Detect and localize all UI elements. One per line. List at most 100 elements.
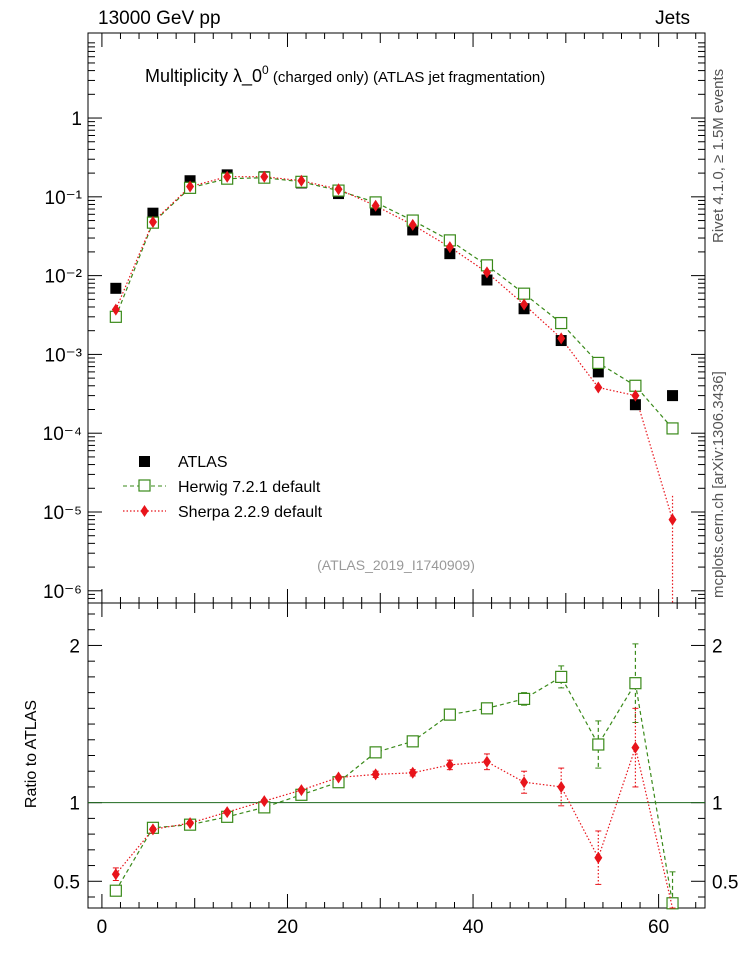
main-point-sherpa: [148, 215, 157, 228]
energy-label: 13000 GeV pp: [98, 8, 221, 29]
ratio-y-tick-label-left: 2: [69, 636, 80, 657]
main-point-herwig: [555, 316, 568, 330]
main-y-tick-label: 10⁻⁴: [43, 424, 82, 445]
main-point-sherpa: [668, 513, 677, 526]
ratio-point-herwig: [406, 735, 419, 748]
main-x-axis: [101, 33, 697, 603]
ratio-point-herwig: [629, 677, 642, 690]
legend-label-herwig: Herwig 7.2.1 default: [178, 479, 321, 496]
main-y-tick-label: 10⁻³: [45, 345, 83, 366]
ratio-point-herwig: [480, 702, 494, 715]
ratio-point-sherpa: [297, 784, 306, 797]
main-point-sherpa: [186, 180, 195, 193]
ratio-point-herwig: [592, 738, 605, 751]
main-series-layer: [109, 169, 679, 603]
ratio-line-sherpa: [115, 745, 674, 909]
ratio-y-axis: 0.5 0.5 1 1 2 2: [54, 613, 738, 898]
ratio-point-sherpa: [334, 771, 343, 784]
main-point-atlas: [592, 366, 604, 378]
ratio-point-sherpa: [408, 766, 417, 779]
ratio-ylabel: Ratio to ATLAS: [23, 700, 40, 808]
main-point-atlas: [110, 282, 122, 294]
legend-marker-atlas: [139, 456, 150, 467]
main-y-tick-label: 1: [71, 109, 82, 130]
main-point-sherpa: [223, 170, 232, 183]
main-y-tick-label: 10⁻²: [45, 267, 83, 288]
legend: ATLAS Herwig 7.2.1 default Sherpa 2.2.9 …: [123, 454, 323, 521]
ratio-plot-frame: [87, 602, 706, 909]
main-point-sherpa: [482, 266, 491, 279]
ratio-point-sherpa: [520, 776, 529, 789]
ratio-point-sherpa: [223, 806, 232, 819]
legend-label-atlas: ATLAS: [178, 454, 228, 471]
main-point-herwig: [592, 356, 605, 370]
legend-entry-sherpa: Sherpa 2.2.9 default: [123, 504, 323, 521]
main-point-sherpa: [408, 218, 417, 231]
main-point-atlas: [481, 274, 493, 286]
ratio-point-sherpa: [482, 755, 491, 768]
x-tick-label: 60: [648, 917, 669, 938]
ratio-y-tick-label-right: 2: [712, 636, 723, 657]
ratio-point-herwig: [555, 670, 568, 683]
main-point-sherpa: [520, 298, 529, 311]
ratio-x-axis: 0 20 40 60: [97, 603, 697, 938]
title-main: Multiplicity λ_0: [145, 66, 262, 87]
main-line-herwig: [115, 177, 673, 429]
ratio-y-tick-label-left: 0.5: [54, 872, 80, 893]
main-point-atlas: [667, 390, 679, 402]
ratio-point-herwig: [517, 692, 531, 706]
ratio-point-sherpa: [186, 817, 195, 830]
main-point-atlas: [444, 248, 456, 260]
title-superscript: 0: [262, 63, 269, 77]
process-label: Jets: [655, 8, 690, 29]
mcplots-label: mcplots.cern.ch [arXiv:1306.3436]: [710, 371, 727, 598]
ratio-point-sherpa: [594, 851, 603, 864]
legend-marker-sherpa: [140, 505, 149, 517]
main-y-axis: 10⁻⁶ 10⁻⁵ 10⁻⁴ 10⁻³ 10⁻² 10⁻¹ 1: [43, 42, 705, 604]
ratio-point-herwig: [369, 746, 382, 759]
x-tick-label: 40: [462, 917, 483, 938]
ratio-y-tick-label-right: 0.5: [712, 872, 738, 893]
rivet-label: Rivet 4.1.0, ≥ 1.5M events: [710, 69, 727, 243]
ratio-point-sherpa: [445, 758, 454, 771]
legend-entry-herwig: Herwig 7.2.1 default: [123, 479, 321, 496]
title-subtitle: (charged only) (ATLAS jet fragmentation): [269, 69, 546, 86]
ratio-y-tick-label-right: 1: [712, 794, 723, 815]
main-y-tick-label: 10⁻¹: [45, 188, 83, 209]
ratio-series-layer: [109, 643, 679, 910]
ratio-point-sherpa: [260, 795, 269, 808]
ratio-point-sherpa: [371, 768, 380, 781]
main-point-sherpa: [371, 199, 380, 212]
x-tick-label: 0: [97, 917, 108, 938]
main-point-sherpa: [631, 389, 640, 402]
main-point-sherpa: [557, 332, 566, 345]
main-point-atlas: [629, 399, 641, 411]
legend-label-sherpa: Sherpa 2.2.9 default: [178, 504, 323, 521]
main-point-herwig: [666, 422, 679, 435]
main-point-atlas: [147, 207, 159, 219]
legend-entry-atlas: ATLAS: [139, 454, 228, 471]
main-point-herwig: [517, 287, 531, 300]
main-point-sherpa: [111, 303, 120, 316]
main-y-tick-label: 10⁻⁶: [43, 582, 82, 603]
ratio-point-sherpa: [148, 823, 157, 836]
legend-marker-herwig: [138, 479, 151, 492]
main-line-sherpa: [115, 176, 674, 520]
ratio-point-sherpa: [111, 868, 120, 881]
ratio-point-sherpa: [557, 780, 566, 793]
ratio-point-sherpa: [631, 741, 640, 754]
main-point-sherpa: [445, 241, 454, 254]
ratio-point-herwig: [443, 708, 456, 721]
analysis-label: (ATLAS_2019_I1740909): [317, 557, 475, 573]
main-point-sherpa: [297, 174, 306, 187]
main-y-tick-label: 10⁻⁵: [43, 503, 82, 524]
ratio-point-herwig: [109, 884, 122, 897]
x-tick-label: 20: [277, 917, 298, 938]
main-point-sherpa: [594, 381, 603, 394]
ratio-line-herwig: [115, 676, 674, 904]
chart-title: Multiplicity λ_00 (charged only) (ATLAS …: [145, 63, 545, 87]
main-point-sherpa: [334, 183, 343, 196]
ratio-y-tick-label-left: 1: [69, 794, 80, 815]
main-point-sherpa: [260, 170, 269, 183]
